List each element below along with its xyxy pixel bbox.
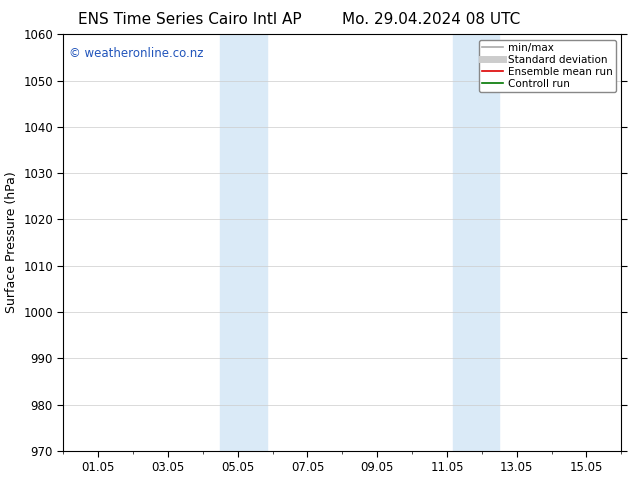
- Text: © weatheronline.co.nz: © weatheronline.co.nz: [69, 47, 204, 60]
- Legend: min/max, Standard deviation, Ensemble mean run, Controll run: min/max, Standard deviation, Ensemble me…: [479, 40, 616, 92]
- Y-axis label: Surface Pressure (hPa): Surface Pressure (hPa): [4, 172, 18, 314]
- Text: ENS Time Series Cairo Intl AP: ENS Time Series Cairo Intl AP: [79, 12, 302, 27]
- Bar: [453, 34, 499, 451]
- Bar: [221, 34, 267, 451]
- Text: Mo. 29.04.2024 08 UTC: Mo. 29.04.2024 08 UTC: [342, 12, 521, 27]
